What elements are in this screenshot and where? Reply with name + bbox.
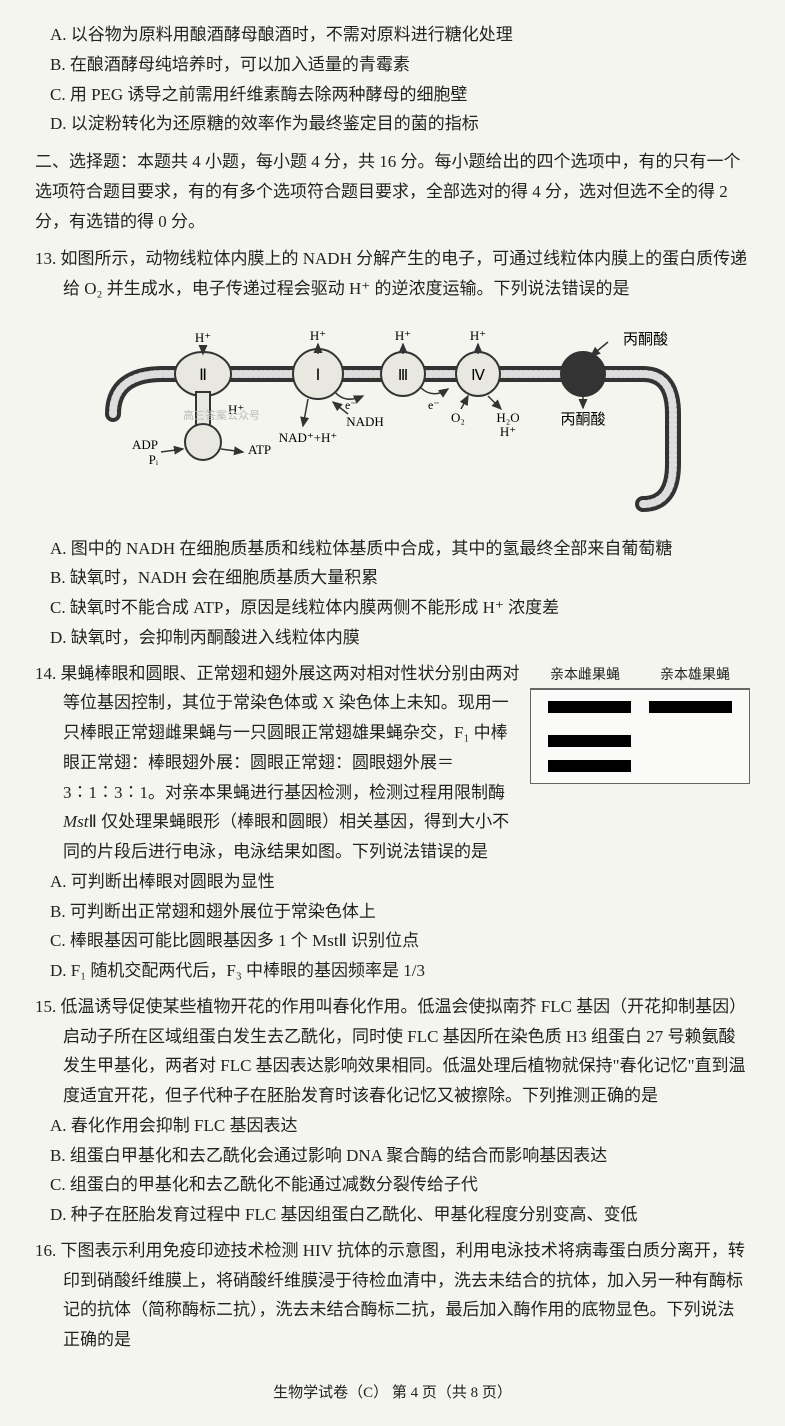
mitochondria-diagram: Ⅱ ADP Pᵢ ATP H⁺ H⁺ Ⅰ H⁺ e⁻ NADH NAD⁺+H⁺ [35, 314, 750, 524]
q15-option-d: D. 种子在胚胎发育过程中 FLC 基因组蛋白乙酰化、甲基化程度分别变高、变低 [50, 1200, 750, 1230]
svg-text:e⁻: e⁻ [345, 398, 357, 412]
q16-stem: 16. 下图表示利用免疫印迹技术检测 HIV 抗体的示意图，利用电泳技术将病毒蛋… [35, 1236, 750, 1355]
svg-text:丙酮酸: 丙酮酸 [623, 331, 668, 348]
electro-band [548, 701, 631, 713]
svg-text:H⁺: H⁺ [469, 328, 485, 343]
svg-text:Ⅲ: Ⅲ [397, 368, 407, 384]
svg-text:Ⅰ: Ⅰ [315, 367, 320, 384]
question-16: 16. 下图表示利用免疫印迹技术检测 HIV 抗体的示意图，利用电泳技术将病毒蛋… [35, 1236, 750, 1355]
question-14: 14. 果蝇棒眼和圆眼、正常翅和翅外展这两对相对性状分别由两对等位基因控制，其位… [35, 659, 750, 986]
diagram-svg: Ⅱ ADP Pᵢ ATP H⁺ H⁺ Ⅰ H⁺ e⁻ NADH NAD⁺+H⁺ [83, 314, 703, 514]
q15-option-a: A. 春化作用会抑制 FLC 基因表达 [50, 1111, 750, 1141]
svg-text:H₂O: H₂O [496, 410, 519, 425]
svg-text:H⁺: H⁺ [194, 330, 210, 345]
q12-option-c: C. 用 PEG 诱导之前需用纤维素酶去除两种酵母的细胞壁 [50, 80, 750, 110]
svg-text:ATP: ATP [248, 442, 271, 457]
q15-stem: 15. 低温诱导促使某些植物开花的作用叫春化作用。低温会使拟南芥 FLC 基因（… [35, 992, 750, 1111]
q14-option-a: A. 可判断出棒眼对圆眼为显性 [50, 867, 750, 897]
q14-option-c: C. 棒眼基因可能比圆眼基因多 1 个 MstⅡ 识别位点 [50, 926, 750, 956]
q15-option-b: B. 组蛋白甲基化和去乙酰化会通过影响 DNA 聚合酶的结合而影响基因表达 [50, 1141, 750, 1171]
electro-band [548, 735, 631, 747]
svg-text:H⁺: H⁺ [394, 328, 410, 343]
q13-stem: 13. 如图所示，动物线粒体内膜上的 NADH 分解产生的电子，可通过线粒体内膜… [35, 244, 750, 304]
q12-option-b: B. 在酿酒酵母纯培养时，可以加入适量的青霉素 [50, 50, 750, 80]
svg-text:H⁺: H⁺ [499, 424, 515, 439]
question-13: 13. 如图所示，动物线粒体内膜上的 NADH 分解产生的电子，可通过线粒体内膜… [35, 244, 750, 652]
q13-option-b: B. 缺氧时，NADH 会在细胞质基质大量积累 [50, 563, 750, 593]
svg-text:Ⅳ: Ⅳ [471, 368, 485, 384]
svg-text:高三答案公众号: 高三答案公众号 [183, 408, 260, 422]
q13-option-a: A. 图中的 NADH 在细胞质基质和线粒体基质中合成，其中的氢最终全部来自葡萄… [50, 534, 750, 564]
svg-text:NADH: NADH [346, 414, 384, 429]
svg-text:Pᵢ: Pᵢ [148, 452, 158, 467]
electro-header: 亲本雌果蝇 亲本雄果蝇 [530, 664, 750, 690]
electro-col-female: 亲本雌果蝇 [530, 664, 640, 689]
svg-text:ADP: ADP [131, 437, 157, 452]
electro-col-male: 亲本雄果蝇 [640, 664, 750, 689]
q12-option-a: A. 以谷物为原料用酿酒酵母酿酒时，不需对原料进行糖化处理 [50, 20, 750, 50]
electro-body: 1050 bp650 bp400 bp [530, 689, 750, 784]
section2-description: 二、选择题：本题共 4 小题，每小题 4 分，共 16 分。每小题给出的四个选项… [35, 147, 750, 236]
q13-option-d: D. 缺氧时，会抑制丙酮酸进入线粒体内膜 [50, 623, 750, 653]
svg-text:O₂: O₂ [451, 410, 465, 425]
electro-band [548, 760, 631, 772]
q13-option-c: C. 缺氧时不能合成 ATP，原因是线粒体内膜两侧不能形成 H⁺ 浓度差 [50, 593, 750, 623]
q14-option-d: D. F₁ 随机交配两代后，F₃ 中棒眼的基因频率是 1/3 [50, 956, 750, 986]
svg-text:NAD⁺+H⁺: NAD⁺+H⁺ [278, 430, 337, 445]
electrophoresis-figure: 亲本雌果蝇 亲本雄果蝇 1050 bp650 bp400 bp [530, 664, 750, 785]
electro-band [649, 701, 732, 713]
svg-text:Ⅱ: Ⅱ [199, 367, 207, 384]
q14-option-b: B. 可判断出正常翅和翅外展位于常染色体上 [50, 897, 750, 927]
q15-option-c: C. 组蛋白的甲基化和去乙酰化不能通过减数分裂传给子代 [50, 1170, 750, 1200]
question-15: 15. 低温诱导促使某些植物开花的作用叫春化作用。低温会使拟南芥 FLC 基因（… [35, 992, 750, 1230]
svg-text:H⁺: H⁺ [309, 328, 325, 343]
svg-text:丙酮酸: 丙酮酸 [560, 411, 605, 428]
svg-text:e⁻: e⁻ [428, 398, 440, 412]
page-footer: 生物学试卷（C） 第 4 页（共 8 页） [35, 1380, 750, 1406]
q14-stem: 14. 果蝇棒眼和圆眼、正常翅和翅外展这两对相对性状分别由两对等位基因控制，其位… [35, 659, 520, 867]
q12-option-d: D. 以淀粉转化为还原糖的效率作为最终鉴定目的菌的指标 [50, 109, 750, 139]
